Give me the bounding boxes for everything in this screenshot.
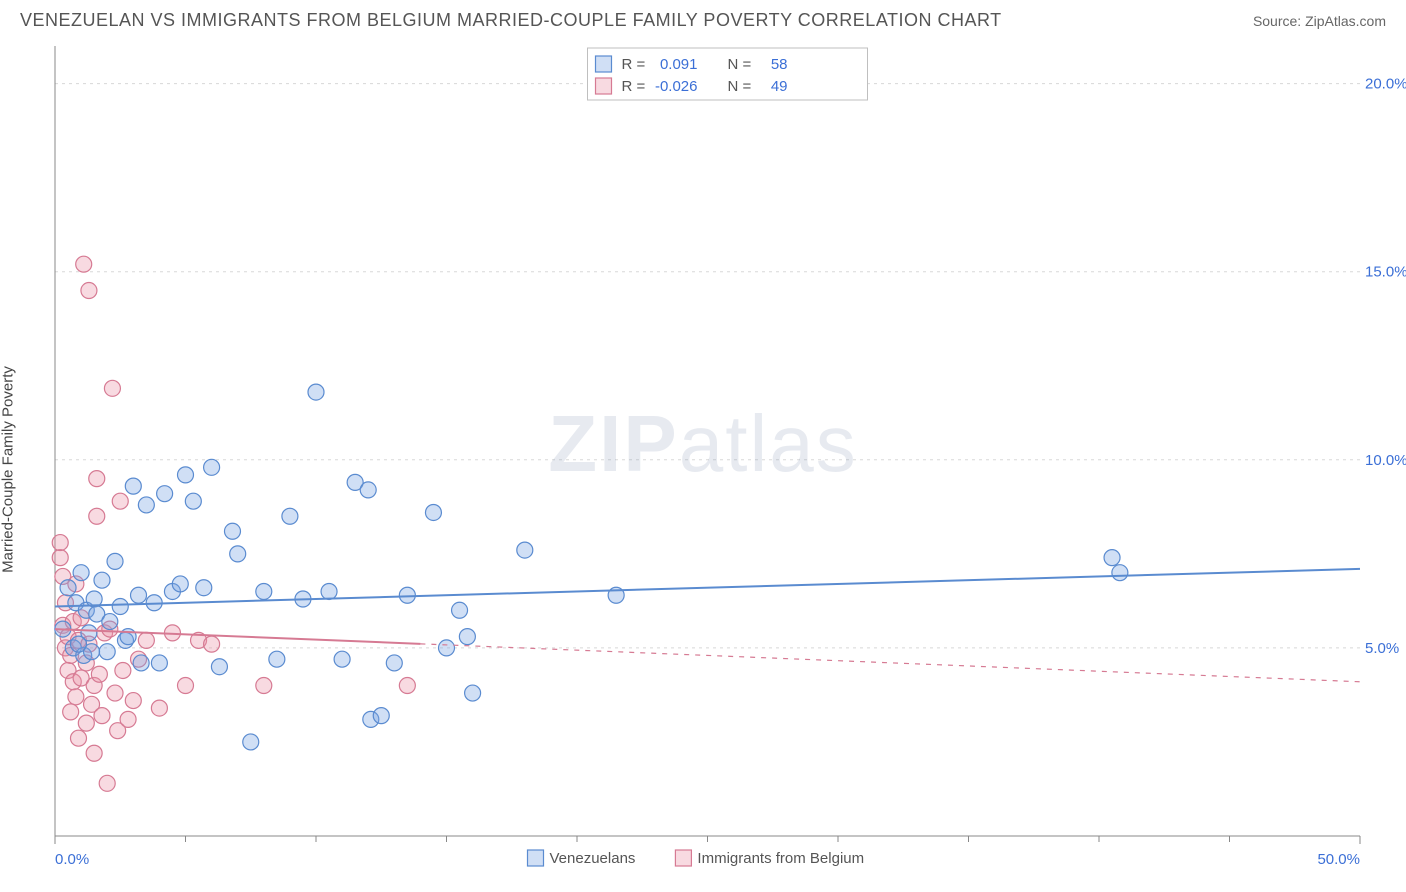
svg-text:50.0%: 50.0% <box>1317 851 1360 868</box>
svg-text:20.0%: 20.0% <box>1365 76 1406 93</box>
svg-text:N =: N = <box>728 56 752 73</box>
y-axis-label: Married-Couple Family Poverty <box>0 366 17 573</box>
svg-text:58: 58 <box>771 56 788 73</box>
svg-text:5.0%: 5.0% <box>1365 640 1399 657</box>
page-title: VENEZUELAN VS IMMIGRANTS FROM BELGIUM MA… <box>20 10 1002 31</box>
svg-text:0.0%: 0.0% <box>55 851 89 868</box>
source-label: Source: ZipAtlas.com <box>1253 13 1386 29</box>
chart-container: Married-Couple Family Poverty ZIPatlas 5… <box>0 36 1406 886</box>
svg-text:49: 49 <box>771 78 788 95</box>
correlation-scatter-chart: 5.0% 10.0% 15.0% 20.0% 0.0% 50.0% R = 0.091 N = 5… <box>0 36 1406 886</box>
svg-text:Venezuelans: Venezuelans <box>550 850 636 867</box>
svg-text:15.0%: 15.0% <box>1365 264 1406 281</box>
svg-text:0.091: 0.091 <box>660 56 698 73</box>
svg-text:R =: R = <box>622 56 646 73</box>
svg-text:Immigrants from Belgium: Immigrants from Belgium <box>697 850 864 867</box>
svg-text:-0.026: -0.026 <box>655 78 698 95</box>
svg-text:N =: N = <box>728 78 752 95</box>
svg-text:R =: R = <box>622 78 646 95</box>
svg-text:10.0%: 10.0% <box>1365 452 1406 469</box>
